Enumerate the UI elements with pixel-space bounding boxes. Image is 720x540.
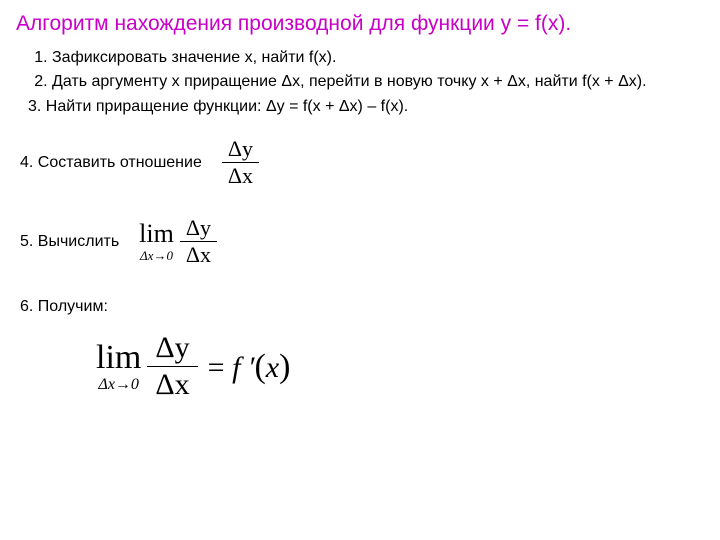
delta-x-2: Δx: [186, 242, 211, 267]
step-6-equation: lim Δx→0 Δy Δx = f ′(x): [96, 330, 704, 403]
step-5-row: 5. Вычислить lim Δx→0 Δy Δx: [20, 215, 704, 268]
lim-word-big: lim: [96, 341, 141, 375]
lim-word: lim: [139, 221, 174, 247]
step-3: 3. Найти приращение функции: Δy = f(x + …: [28, 96, 704, 118]
delta-x: Δx: [228, 163, 253, 188]
delta-y: Δy: [228, 136, 253, 161]
delta-x-3: Δx: [155, 368, 189, 401]
step-4-row: 4. Составить отношение Δy Δx: [20, 136, 704, 189]
step-4-label: 4. Составить отношение: [20, 154, 222, 172]
page-title: Алгоритм нахождения производной для функ…: [16, 10, 704, 37]
equals-fprime: = f ′(x): [198, 348, 291, 386]
slide: { "colors": { "title": "#c800c8", "text"…: [0, 0, 720, 540]
delta-y-3: Δy: [155, 331, 189, 364]
lim-sub: Δx→0: [140, 249, 173, 262]
step-5-label: 5. Вычислить: [20, 233, 139, 251]
numbered-steps: Зафиксировать значение x, найти f(x). Да…: [16, 47, 704, 118]
step-5-limit: lim Δx→0 Δy Δx: [139, 215, 217, 268]
step-4-fraction: Δy Δx: [222, 136, 259, 189]
step-1: Зафиксировать значение x, найти f(x).: [52, 47, 704, 69]
step-2: Дать аргументу x приращение Δx, перейти …: [52, 71, 704, 93]
step-6-label: 6. Получим:: [20, 298, 704, 316]
lim-sub-big: Δx→0: [98, 377, 139, 393]
delta-y-2: Δy: [186, 215, 211, 240]
